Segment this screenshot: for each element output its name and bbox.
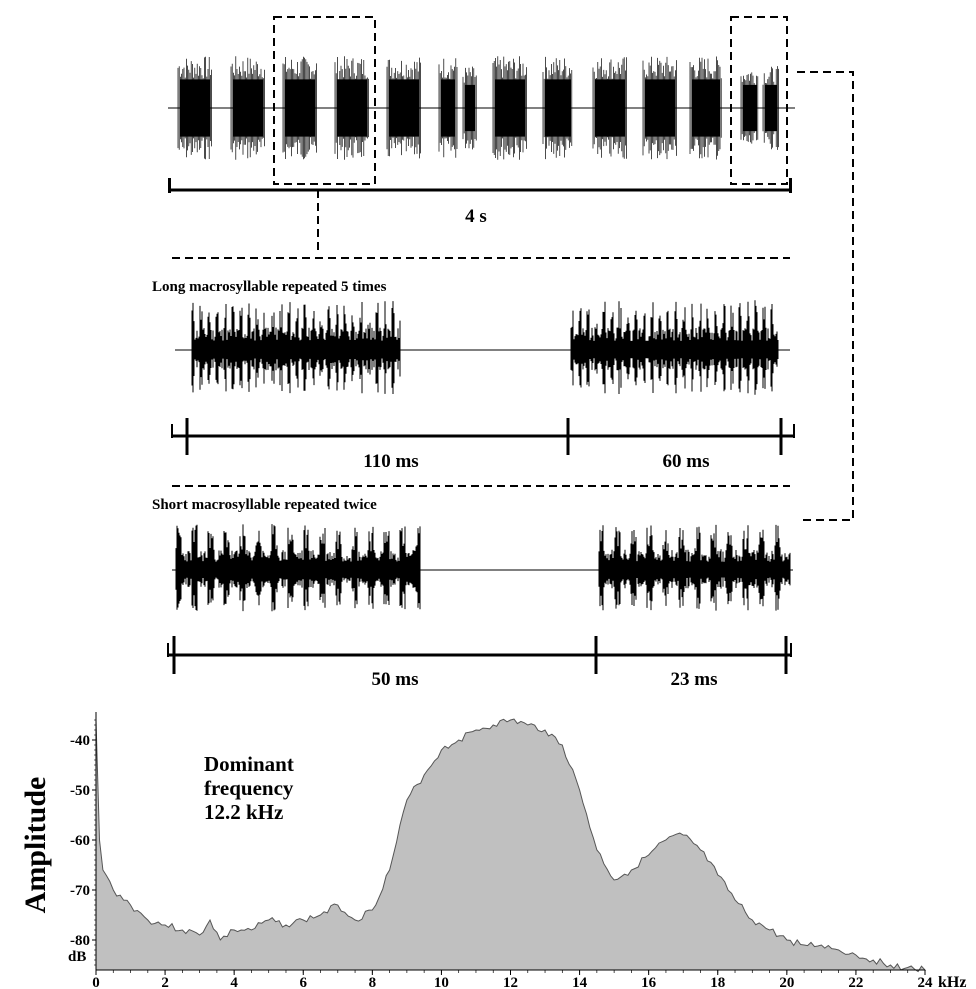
long-interval-label: 110 ms — [363, 451, 418, 472]
duration-label: 4 s — [465, 206, 487, 227]
long-scale-bar — [172, 418, 794, 455]
y-tick-label: -50 — [70, 783, 90, 799]
x-tick-label: 14 — [572, 975, 588, 989]
short-panel-title: Short macrosyllable repeated twice — [152, 497, 377, 513]
trace-segment — [176, 524, 420, 611]
overview-burst — [593, 57, 627, 159]
y-tick-label: -80 — [70, 933, 90, 949]
long-oscillogram — [175, 300, 790, 395]
long-panel-title: Long macrosyllable repeated 5 times — [152, 279, 387, 295]
overview-burst — [543, 57, 572, 159]
svg-text:12.2 kHz: 12.2 kHz — [204, 800, 283, 824]
overview-burst — [763, 66, 779, 150]
y-tick-label: -60 — [70, 833, 90, 849]
x-tick-label: 6 — [300, 975, 308, 989]
short-interval-label: 50 ms — [372, 669, 419, 690]
overview-burst — [335, 56, 369, 160]
dominant-frequency-annotation: Dominant frequency 12.2 kHz — [204, 752, 294, 824]
overview-burst — [283, 57, 317, 160]
trace-segment — [571, 300, 778, 395]
short-syllable-label: 23 ms — [671, 669, 718, 690]
db-unit-label: dB — [68, 949, 86, 965]
x-tick-label: 24 — [918, 975, 934, 989]
overview-burst — [493, 56, 527, 160]
short-oscillogram — [172, 524, 793, 611]
short-trace — [176, 524, 790, 611]
svg-text:frequency: frequency — [204, 776, 294, 800]
long-syllable-label: 60 ms — [663, 451, 710, 472]
x-tick-label: 0 — [92, 975, 100, 989]
duration-scale-bar — [168, 178, 792, 193]
x-tick-label: 18 — [710, 975, 725, 989]
y-tick-label: -70 — [70, 883, 90, 899]
trace-segment — [599, 525, 790, 611]
spectrum-chart: 0 2 4 6 8 10 12 14 16 18 20 22 24-40-50-60-70-80 — [70, 712, 933, 989]
khz-unit-label: kHz — [938, 974, 966, 989]
overview-burst — [439, 58, 457, 158]
overview-oscillogram — [168, 56, 795, 160]
overview-burst — [387, 58, 421, 159]
short-connector — [797, 72, 853, 520]
x-tick-label: 16 — [641, 975, 657, 989]
x-tick-label: 2 — [161, 975, 169, 989]
trace-segment — [192, 301, 400, 394]
overview-burst — [643, 57, 677, 159]
overview-burst — [690, 57, 721, 160]
amplitude-axis-label: Amplitude — [19, 777, 52, 914]
overview-burst — [178, 57, 212, 160]
x-tick-label: 10 — [434, 975, 449, 989]
x-tick-label: 4 — [230, 975, 238, 989]
svg-text:Dominant: Dominant — [204, 752, 294, 776]
x-tick-label: 12 — [503, 975, 518, 989]
x-tick-label: 20 — [779, 975, 794, 989]
x-tick-label: 22 — [848, 975, 863, 989]
overview-burst — [741, 72, 758, 143]
overview-burst — [231, 56, 265, 159]
y-tick-label: -40 — [70, 733, 90, 749]
long-trace — [192, 300, 778, 395]
x-tick-label: 8 — [369, 975, 377, 989]
